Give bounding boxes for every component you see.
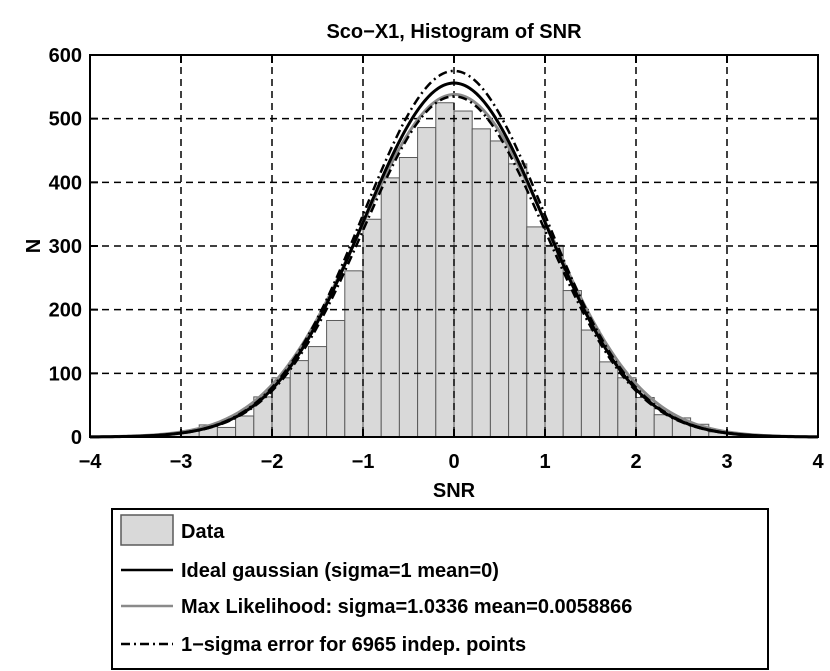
x-tick-label: 1 <box>539 451 550 473</box>
histogram-bar <box>508 163 528 438</box>
curve-ideal <box>89 81 819 439</box>
histogram-bar <box>289 360 309 438</box>
y-tick-label: 500 <box>49 109 82 131</box>
x-tick-label: 3 <box>721 451 732 473</box>
histogram-bar <box>544 244 564 438</box>
y-tick-label: 400 <box>49 172 82 194</box>
histogram-bar <box>216 426 237 438</box>
histogram-bar <box>307 346 328 438</box>
legend-label-1sigma: 1−sigma error for 6965 indep. points <box>181 634 526 656</box>
histogram-bar <box>653 414 673 438</box>
histogram-bar <box>453 110 473 438</box>
y-tick-labels: 0 100 200 300 400 500 600 <box>49 45 82 449</box>
histogram-bar <box>471 128 491 438</box>
x-tick-label: −4 <box>79 451 103 473</box>
fit-curves <box>89 69 819 439</box>
histogram-bar <box>235 415 255 438</box>
y-tick-label: 100 <box>49 363 82 385</box>
plot-area <box>89 54 819 439</box>
legend-label-ideal: Ideal gaussian (sigma=1 mean=0) <box>181 560 499 582</box>
y-tick-label: 0 <box>71 427 82 449</box>
histogram-bar <box>344 270 364 438</box>
chart-title: Sco−X1, Histogram of SNR <box>326 21 582 43</box>
histogram-bar <box>526 226 546 438</box>
x-tick-label: −3 <box>170 451 193 473</box>
y-axis-label: N <box>23 239 45 253</box>
histogram-bar <box>326 319 346 438</box>
x-tick-labels: −4 −3 −2 −1 0 1 2 3 4 <box>79 451 825 473</box>
y-tick-label: 600 <box>49 45 82 67</box>
y-tick-label: 300 <box>49 236 82 258</box>
histogram-bar <box>562 290 582 438</box>
x-tick-label: 4 <box>812 451 824 473</box>
histogram-bar <box>380 177 400 438</box>
x-axis-label: SNR <box>433 480 476 502</box>
legend-swatch-data <box>120 514 174 546</box>
curve-max-likelihood <box>89 92 819 439</box>
legend-label-data: Data <box>181 521 225 543</box>
histogram-bar <box>417 127 437 438</box>
histogram-bar <box>489 140 510 438</box>
y-tick-label: 200 <box>49 300 82 322</box>
axis-ticks <box>89 54 819 438</box>
histogram-bar <box>580 329 601 438</box>
histogram-bar <box>435 102 455 438</box>
x-tick-label: 2 <box>630 451 641 473</box>
x-tick-label: −2 <box>261 451 284 473</box>
x-tick-label: −1 <box>352 451 375 473</box>
legend: Data Ideal gaussian (sigma=1 mean=0) Max… <box>111 508 769 670</box>
x-tick-label: 0 <box>448 451 459 473</box>
histogram-bar <box>398 157 419 438</box>
histogram-bar <box>362 218 382 438</box>
legend-label-max-likelihood: Max Likelihood: sigma=1.0336 mean=0.0058… <box>181 596 632 618</box>
legend-box <box>111 508 769 670</box>
grid-lines <box>90 55 818 437</box>
